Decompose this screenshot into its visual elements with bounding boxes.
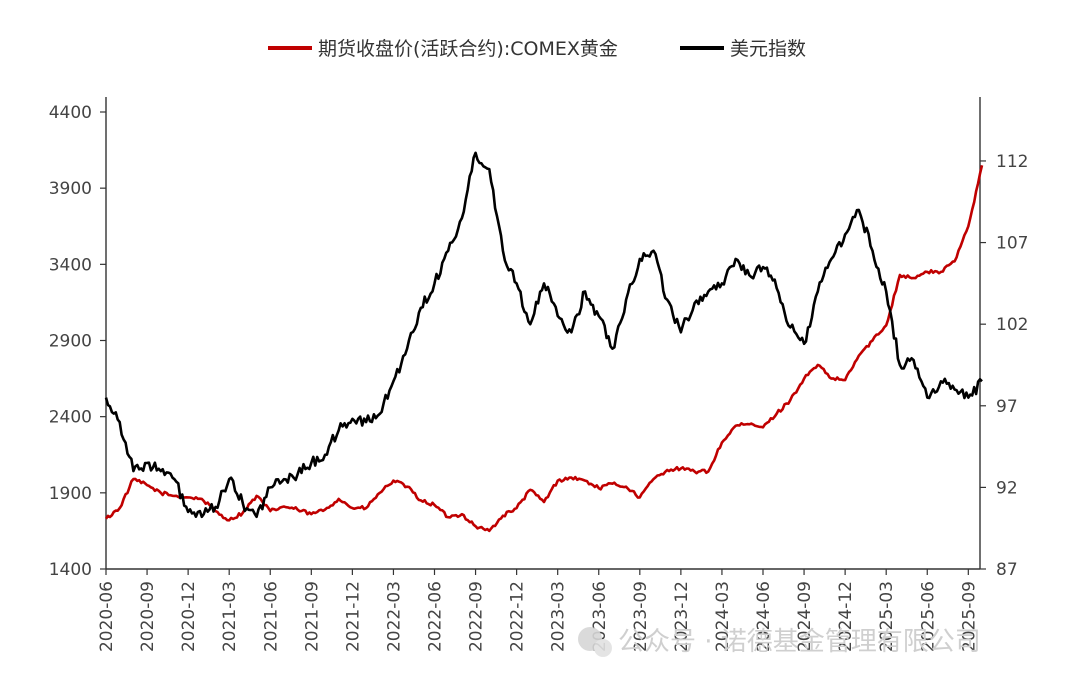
x-tick-label: 2024-09	[795, 581, 815, 652]
x-tick-label: 2022-12	[508, 581, 528, 652]
left-tick-label: 3400	[49, 255, 92, 275]
x-tick-label: 2025-06	[918, 581, 938, 652]
x-tick-label: 2024-06	[754, 581, 774, 652]
right-tick-label: 87	[996, 560, 1018, 580]
x-tick-label: 2021-06	[261, 581, 281, 652]
x-tick-label: 2021-09	[302, 581, 322, 652]
left-tick-label: 2900	[49, 332, 92, 352]
right-tick-label: 102	[996, 315, 1028, 335]
left-tick-label: 2400	[49, 408, 92, 428]
right-tick-label: 107	[996, 234, 1028, 254]
x-tick-label: 2023-09	[631, 581, 651, 652]
right-tick-label: 92	[996, 478, 1018, 498]
x-tick-label: 2020-06	[97, 581, 117, 652]
right-tick-label: 112	[996, 152, 1028, 172]
left-tick-label: 1900	[49, 484, 92, 504]
x-tick-label: 2024-03	[713, 581, 733, 652]
left-tick-label: 1400	[49, 560, 92, 580]
x-tick-label: 2024-12	[836, 581, 856, 652]
series-line-2	[104, 151, 983, 519]
legend-label-2: 美元指数	[730, 38, 806, 60]
watermark: 公众号 · 诺德基金管理有限公司	[578, 627, 981, 657]
x-tick-label: 2022-06	[426, 581, 446, 652]
x-tick-label: 2022-03	[384, 581, 404, 652]
x-tick-label: 2022-09	[467, 581, 487, 652]
right-y-axis: 87 92 97 102 107 112	[979, 97, 1028, 580]
x-tick-label: 2025-03	[877, 581, 897, 652]
x-tick-label: 2021-03	[220, 581, 240, 652]
right-tick-label: 97	[996, 397, 1018, 417]
left-tick-label: 4400	[49, 103, 92, 123]
x-tick-label: 2025-09	[959, 581, 979, 652]
x-tick-label: 2020-12	[179, 581, 199, 652]
wechat-bubble-small	[594, 639, 612, 657]
watermark-text: 公众号 · 诺德基金管理有限公司	[618, 627, 981, 657]
wechat-logo-icon	[578, 627, 612, 657]
x-tick-label: 2023-12	[672, 581, 692, 652]
x-axis: 2020-06 2020-09 2020-12 2021-03 2021-06 2021-…	[97, 568, 980, 652]
left-tick-label: 3900	[49, 179, 92, 199]
x-tick-label: 2023-03	[549, 581, 569, 652]
series-layer	[104, 151, 984, 533]
x-tick-label: 2020-09	[138, 581, 158, 652]
left-y-axis: 1400 1900 2400 2900 3400 3900 4400	[49, 97, 107, 580]
legend: 期货收盘价(活跃合约):COMEX黄金 美元指数	[268, 38, 806, 60]
x-tick-label: 2021-12	[343, 581, 363, 652]
series-line-1	[104, 164, 984, 533]
legend-label-1: 期货收盘价(活跃合约):COMEX黄金	[318, 38, 618, 60]
